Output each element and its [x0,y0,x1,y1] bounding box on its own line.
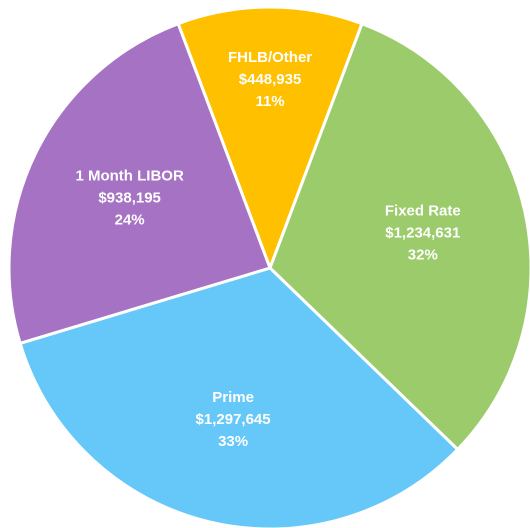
slice-category: 1 Month LIBOR [75,168,183,185]
slice-category: Prime [212,389,254,406]
pie-slice [176,5,364,273]
slice-share: 24% [115,212,145,229]
slice-value: $1,297,645 [196,411,271,428]
pie-slice [268,21,530,452]
slice-share: 32% [408,247,438,264]
slice-share: 11% [255,93,284,110]
slice-value: $1,234,631 [385,225,460,242]
slice-value: $448,935 [239,71,302,88]
slice-category: FHLB/Other [228,49,312,66]
slice-category: Fixed Rate [385,203,461,220]
slice-value: $938,195 [98,190,161,207]
slice-share: 33% [218,433,248,450]
pie-slice [18,266,460,528]
pie-slice [7,21,272,346]
